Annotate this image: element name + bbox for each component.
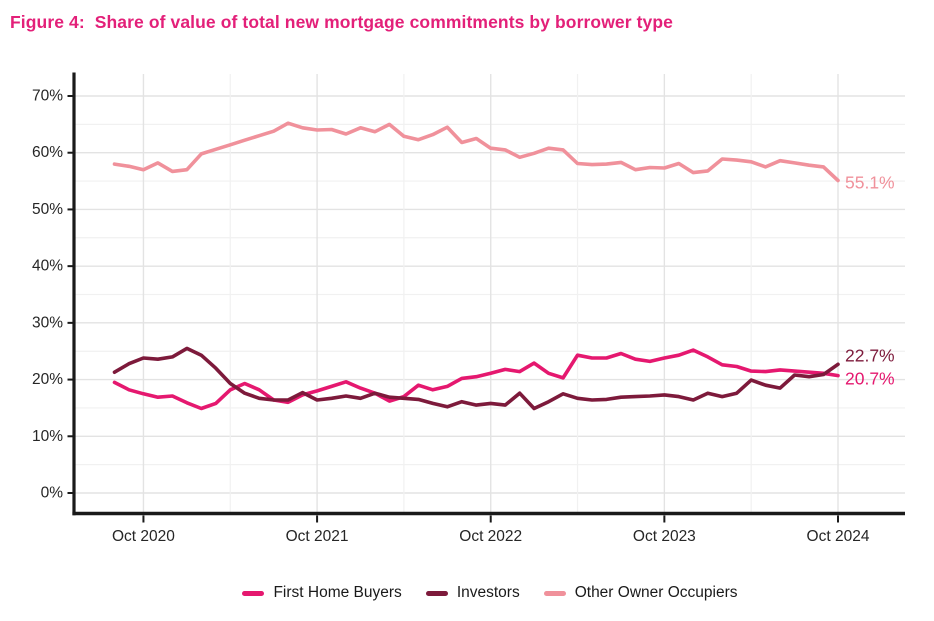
x-tick-label: Oct 2024 [807, 528, 870, 545]
legend-label: Other Owner Occupiers [574, 584, 738, 601]
y-tick-label: 40% [32, 258, 63, 275]
y-tick-label: 30% [32, 314, 63, 331]
legend-swatch-first-home-buyers [242, 590, 265, 596]
series-line-other-owner-occupiers [112, 121, 840, 183]
legend-item-first-home-buyers: First Home Buyers [242, 584, 402, 602]
y-tick-label: 10% [32, 428, 63, 445]
end-value-label-investors: 22.7% [845, 345, 895, 365]
y-tick-label: 20% [32, 371, 63, 388]
series-line-investors [112, 346, 840, 411]
y-tick-label: 60% [32, 144, 63, 161]
legend-label: First Home Buyers [273, 584, 402, 601]
x-tick-label: Oct 2023 [633, 528, 696, 545]
end-value-label-other-owner-occupiers: 55.1% [845, 173, 895, 193]
legend-item-other-owner-occupiers: Other Owner Occupiers [543, 584, 738, 602]
figure-title: Figure 4: Share of value of total new mo… [10, 12, 673, 32]
x-tick-label: Oct 2021 [286, 528, 349, 545]
legend-item-investors: Investors [425, 584, 520, 602]
x-tick-label: Oct 2020 [112, 528, 175, 545]
legend-swatch-other-owner-occupiers [543, 590, 566, 596]
line-chart: 0% 10% 20% 30% 40% 50% 60% 70% Oct 2020 Oct 2021 O… [32, 72, 905, 545]
y-tick-label: 0% [41, 485, 64, 502]
x-tick-label: Oct 2022 [459, 528, 522, 545]
y-tick-label: 50% [32, 201, 63, 218]
y-tick-label: 70% [32, 88, 63, 105]
legend-swatch-investors [425, 590, 448, 596]
end-value-label-first-home-buyers: 20.7% [845, 369, 895, 389]
legend: First Home Buyers Investors Other Owner Oc… [75, 584, 905, 602]
legend-label: Investors [456, 584, 520, 601]
